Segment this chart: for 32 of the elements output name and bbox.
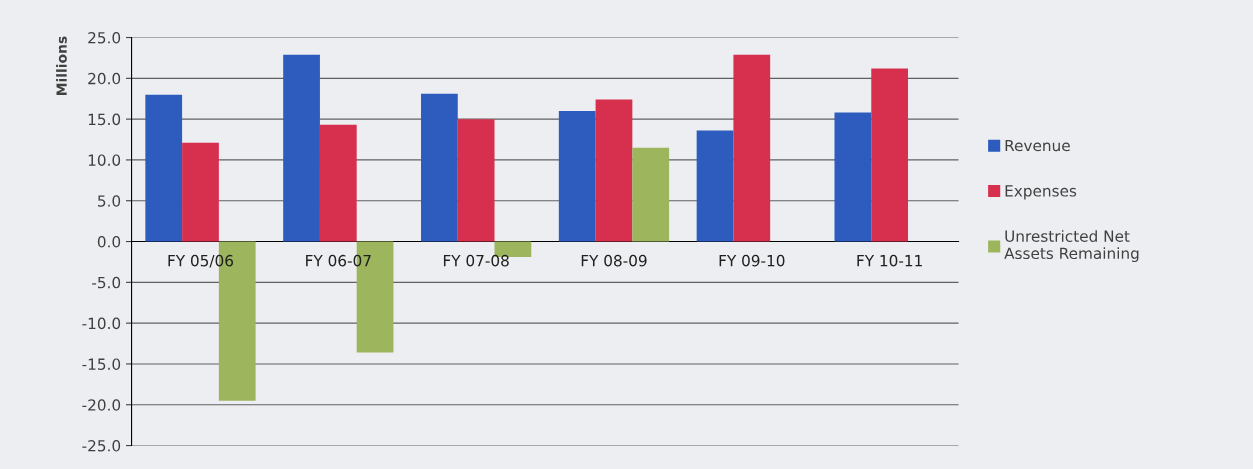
bar	[283, 54, 320, 242]
y-tick-label: -10.0	[82, 317, 121, 330]
y-tick-label: 15.0	[88, 113, 121, 126]
bar	[696, 130, 734, 242]
y-tick-label: 0.0	[97, 236, 121, 248]
y-tick-label: 10.0	[88, 154, 121, 166]
y-tick-label: -20.0	[82, 399, 121, 411]
bar	[733, 54, 771, 242]
bar	[595, 99, 633, 242]
bar	[319, 124, 357, 242]
x-tick-label: FY 10-11	[857, 254, 922, 267]
y-tick-label: 20.0	[88, 72, 121, 85]
y-tick-label: -25.0	[82, 440, 121, 452]
x-tick-label: FY 08-09	[581, 254, 647, 267]
y-tick-label: -15.0	[82, 358, 121, 370]
bar	[558, 110, 596, 242]
bar	[632, 147, 670, 242]
y-tick-label: 25.0	[88, 31, 121, 44]
legend-label: Revenue	[1005, 139, 1070, 152]
y-tick-label: 5.0	[98, 195, 121, 207]
bar	[421, 93, 458, 242]
legend-label: Expenses	[1005, 185, 1077, 200]
bar	[871, 68, 909, 242]
y-axis-title: Millions	[56, 36, 67, 96]
x-tick-label: FY 07-08	[443, 254, 509, 267]
x-tick-label: FY 09-10	[719, 254, 785, 267]
bar	[145, 94, 183, 242]
bar	[834, 112, 872, 242]
bar	[182, 142, 219, 242]
y-tick-label: -5.0	[92, 276, 121, 289]
legend-label: Unrestricted Net Assets Remaining	[1004, 230, 1139, 263]
bar	[457, 119, 495, 242]
